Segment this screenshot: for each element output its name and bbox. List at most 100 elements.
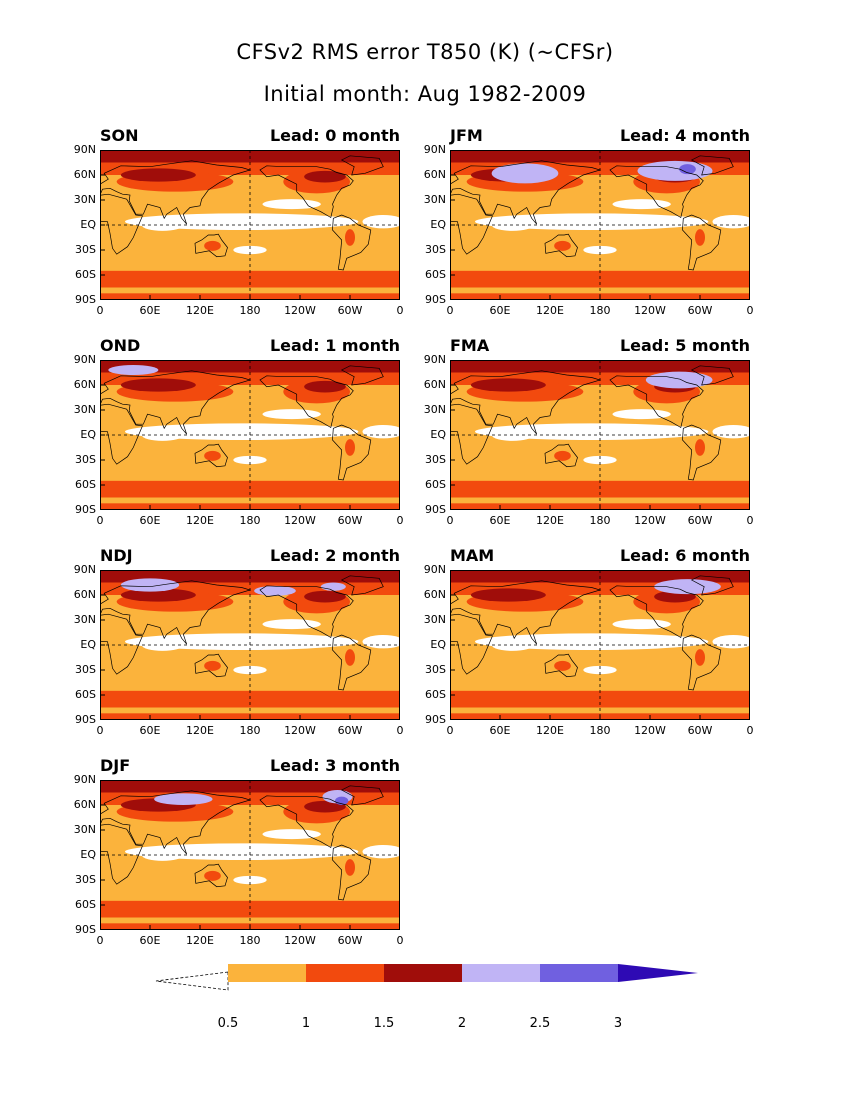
field-white-tropics-pacific (125, 633, 359, 650)
lat-tick-label: 30S (75, 453, 96, 466)
field-red-australia (204, 240, 221, 251)
field-red-southamerica (345, 229, 355, 246)
coastline-australia (544, 443, 578, 468)
field-red-south (100, 690, 400, 708)
coastline-europe-asia (100, 370, 252, 435)
lat-tick-label: EQ (430, 218, 446, 231)
field-red-south (100, 900, 400, 918)
coastline-greenland (690, 365, 734, 386)
field-red-southamerica (695, 229, 705, 246)
colorbar-box-0.5-1 (228, 964, 306, 982)
field-white-south-pacific (583, 245, 617, 255)
colorbar-level-label: 0.5 (217, 1016, 239, 1031)
coastline-north-america (259, 165, 354, 219)
field-red-australia (204, 870, 221, 881)
field-red-australia (554, 240, 571, 251)
panel-season-label: OND (100, 336, 141, 355)
lat-tick-label: 30S (75, 873, 96, 886)
field-darkred-eurasia (120, 168, 196, 182)
coastline-greenland (340, 785, 384, 806)
lon-tick-label: 120W (284, 724, 316, 737)
lon-tick-label: 0 (746, 724, 754, 737)
lon-tick-label: 120W (634, 304, 666, 317)
lon-tick-label: 180 (589, 724, 611, 737)
lon-tick-label: 60W (687, 514, 713, 527)
coastline-greenland (690, 155, 734, 176)
lat-tick-label: 60N (73, 798, 96, 811)
lat-tick-label: 90S (75, 503, 96, 516)
lon-tick-label: 60W (687, 304, 713, 317)
coastline-europe-asia (100, 160, 252, 225)
colorbar-box-1-1.5 (306, 964, 384, 982)
coastline-europe-asia (450, 370, 602, 435)
field-lavender-spot (254, 585, 296, 596)
field-white-subtropics (612, 619, 671, 630)
lat-tick-label: 60S (75, 268, 96, 281)
colorbar-low-triangle (155, 971, 229, 991)
lon-tick-label: 120E (186, 934, 214, 947)
coastline-greenland (340, 155, 384, 176)
lon-tick-label: 120W (284, 514, 316, 527)
field-darkred-eurasia (120, 378, 196, 392)
field-white-tropics-pacific (125, 213, 359, 230)
field-white-tropics-pacific (125, 843, 359, 860)
coastline-australia (194, 863, 228, 888)
lon-tick-label: 60E (139, 514, 161, 527)
map-panel-fma (450, 360, 750, 510)
field-lavender-spot (645, 371, 713, 389)
coastline-africa (100, 403, 144, 465)
lon-tick-label: 120W (634, 514, 666, 527)
lon-tick-label: 0 (96, 934, 104, 947)
field-darkred-namerica (304, 800, 346, 813)
panel-season-label: MAM (450, 546, 495, 565)
lon-tick-label: 120W (634, 724, 666, 737)
lat-tick-label: 60N (423, 168, 446, 181)
lat-tick-label: 90N (423, 563, 446, 576)
panel-season-label: DJF (100, 756, 131, 775)
field-white-subtropics (262, 199, 321, 210)
field-white-subtropics (262, 829, 321, 840)
field-red-south (100, 480, 400, 498)
field-darkred-eurasia (470, 588, 546, 602)
lat-tick-label: 90N (73, 143, 96, 156)
lat-tick-label: 60N (423, 588, 446, 601)
lon-tick-label: 60E (489, 724, 511, 737)
coastline-north-america (609, 165, 704, 219)
coastline-south-america (332, 424, 372, 481)
field-red-southamerica (345, 859, 355, 876)
coastline-south-america (682, 634, 722, 691)
field-red-southamerica (695, 439, 705, 456)
lon-tick-label: 60E (139, 934, 161, 947)
lon-tick-label: 180 (239, 304, 261, 317)
lat-tick-label: 90N (423, 353, 446, 366)
lon-tick-label: 60E (139, 304, 161, 317)
map-svg (450, 360, 750, 510)
lon-tick-label: 60W (337, 304, 363, 317)
coastline-north-america (259, 585, 354, 639)
panel-lead-label: Lead: 5 month (619, 336, 750, 355)
map-svg (450, 570, 750, 720)
lat-tick-label: 30S (425, 453, 446, 466)
lat-tick-label: EQ (80, 218, 96, 231)
field-white-south-pacific (583, 455, 617, 465)
lon-tick-label: 0 (96, 724, 104, 737)
field-darkred-namerica (304, 170, 346, 183)
coastline-africa (450, 193, 494, 255)
lat-tick-label: 30S (425, 663, 446, 676)
panel-season-label: FMA (450, 336, 490, 355)
lat-tick-label: 30N (73, 403, 96, 416)
lon-tick-label: 120W (284, 304, 316, 317)
field-red-southamerica (345, 439, 355, 456)
field-lavender-spot (491, 163, 559, 184)
lon-tick-label: 0 (396, 934, 404, 947)
map-svg (100, 570, 400, 720)
map-panel-mam (450, 570, 750, 720)
field-darkred-eurasia (120, 588, 196, 602)
field-red-south (450, 480, 750, 498)
lon-tick-label: 60W (337, 724, 363, 737)
map-svg (100, 780, 400, 930)
colorbar-svg (155, 964, 698, 991)
field-white-subtropics (612, 409, 671, 420)
field-lavender-spot (108, 365, 159, 375)
panel-season-label: NDJ (100, 546, 133, 565)
